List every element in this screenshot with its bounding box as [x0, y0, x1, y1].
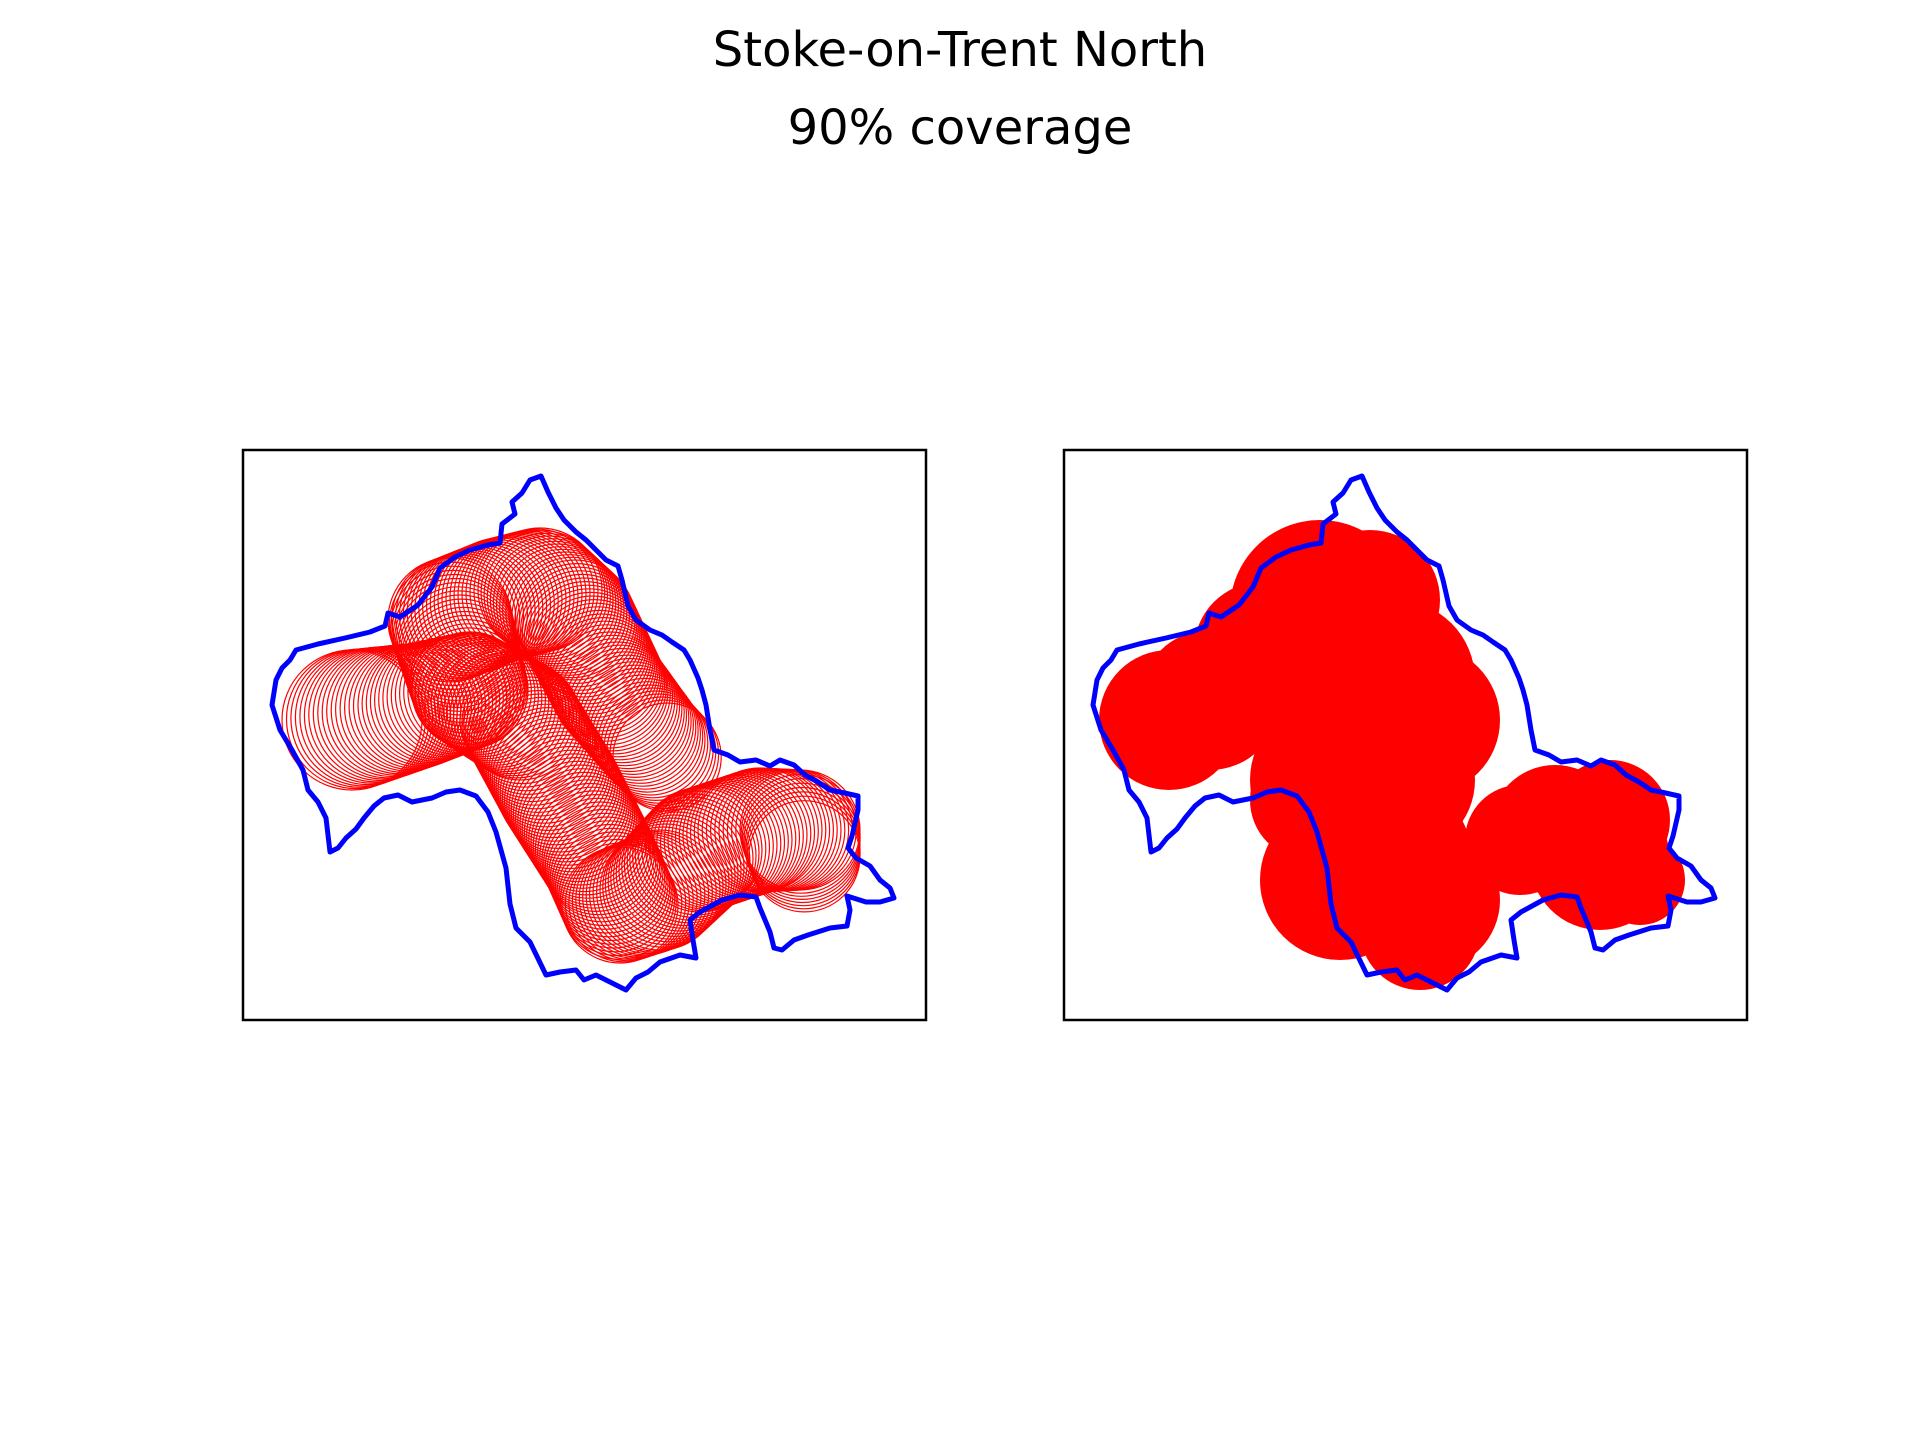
coverage-circle — [547, 624, 666, 742]
coverage-disc — [1330, 800, 1450, 920]
coverage-circle — [551, 823, 669, 942]
coverage-circle — [604, 823, 727, 946]
coverage-circle — [592, 832, 713, 953]
coverage-circle — [539, 797, 657, 916]
constituency-boundary — [1090, 473, 1718, 993]
coverage-circle — [594, 684, 706, 796]
coverage-circle — [588, 677, 701, 790]
coverage-circle — [390, 565, 515, 691]
coverage-circle — [394, 577, 518, 701]
coverage-filled-area — [1099, 520, 1685, 990]
coverage-disc — [1250, 630, 1390, 770]
coverage-disc — [1490, 765, 1620, 895]
coverage-circle — [528, 779, 648, 899]
coverage-circle — [554, 831, 672, 949]
coverage-circle — [575, 661, 690, 775]
coverage-circle — [586, 674, 699, 787]
coverage-circle — [540, 609, 659, 729]
circle-outlines-panel — [241, 448, 928, 1022]
coverage-circle — [562, 644, 678, 761]
coverage-circle — [410, 627, 528, 745]
coverage-circle — [564, 647, 681, 764]
coverage-circle — [663, 778, 789, 904]
coverage-circle — [582, 837, 702, 957]
coverage-circle — [549, 627, 668, 746]
coverage-circle — [748, 800, 861, 913]
figure-title: Stoke-on-Trent North — [712, 22, 1208, 78]
coverage-circle — [534, 598, 654, 718]
coverage-circle — [580, 667, 694, 781]
coverage-circle — [600, 690, 712, 802]
coverage-circle — [556, 835, 674, 953]
coverage-union-panel — [1062, 448, 1749, 1022]
coverage-circle — [583, 671, 697, 784]
axes-frame — [1062, 448, 1749, 1022]
coverage-circle — [453, 533, 579, 659]
coverage-circle — [746, 795, 861, 910]
coverage-circle — [612, 702, 722, 812]
coverage-circle — [596, 831, 717, 952]
coverage-circle — [486, 535, 611, 660]
coverage-circle — [559, 641, 676, 758]
coverage-circle — [599, 829, 721, 951]
coverage-circle — [394, 634, 515, 755]
coverage-circle — [578, 664, 692, 779]
coverage-circle — [585, 835, 706, 956]
coverage-circle — [457, 532, 583, 658]
coverage-circle — [390, 635, 511, 756]
coverage-circle — [588, 833, 710, 955]
coverage-circle — [489, 713, 615, 839]
axes-frame — [241, 448, 928, 1022]
coverage-circle — [671, 776, 797, 902]
coverage-circle — [512, 753, 636, 876]
coverage-circle — [570, 654, 685, 770]
figure-subtitle: 90% coverage — [787, 100, 1133, 156]
coverage-circle — [674, 774, 801, 901]
coverage-circle — [571, 841, 691, 961]
coverage-circle — [572, 657, 688, 773]
coverage-circle — [615, 811, 739, 935]
coverage-circle — [609, 699, 720, 810]
coverage-circle — [578, 838, 698, 958]
coverage-circle-outlines — [281, 527, 861, 964]
coverage-circle — [541, 801, 659, 919]
coverage-disc — [1595, 835, 1685, 925]
coverage-circle — [567, 651, 683, 767]
coverage-circle — [618, 808, 742, 932]
constituency-boundary — [269, 473, 897, 993]
coverage-circle — [591, 681, 704, 793]
coverage-circle — [597, 687, 709, 799]
